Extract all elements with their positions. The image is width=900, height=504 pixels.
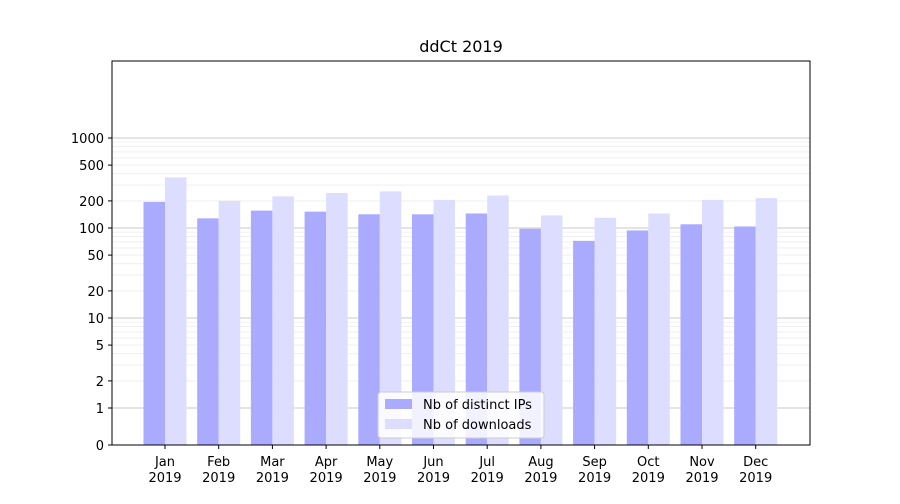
y-tick-label: 5 <box>96 339 104 354</box>
bar-downloads <box>218 200 241 445</box>
x-tick-label: 2019 <box>310 471 343 486</box>
y-tick-label: 20 <box>87 285 104 300</box>
bar-downloads <box>755 198 778 445</box>
bar-downloads <box>540 215 563 445</box>
x-tick-label: Dec <box>743 455 768 470</box>
y-tick-label: 500 <box>79 159 104 174</box>
bar-distinct-ips <box>143 201 165 445</box>
x-tick-label: Nov <box>689 455 715 470</box>
legend-swatch <box>385 399 412 409</box>
x-tick-label: 2019 <box>363 471 396 486</box>
x-tick-label: 2019 <box>632 471 665 486</box>
bar-distinct-ips <box>304 211 327 445</box>
x-tick-label: 2019 <box>685 471 718 486</box>
x-tick-label: 2019 <box>739 471 772 486</box>
x-tick-label: 2019 <box>202 471 235 486</box>
bar-distinct-ips <box>197 218 219 445</box>
legend: Nb of distinct IPs Nb of downloads <box>377 391 545 439</box>
x-axis: Jan2019Feb2019Mar2019Apr2019May2019Jun20… <box>148 445 772 486</box>
x-tick-label: 2019 <box>148 471 181 486</box>
bar-distinct-ips <box>358 214 380 445</box>
bar-downloads <box>379 191 402 445</box>
y-tick-label: 200 <box>79 195 104 210</box>
legend-label: Nb of downloads <box>423 418 532 433</box>
x-tick-label: Jun <box>422 455 443 470</box>
y-tick-label: 2 <box>96 375 104 390</box>
y-tick-label: 100 <box>79 222 104 237</box>
y-tick-label: 10 <box>87 312 104 327</box>
x-tick-label: Sep <box>582 455 607 470</box>
bar-downloads <box>326 192 348 445</box>
bar-downloads <box>702 199 724 445</box>
y-tick-label: 1000 <box>71 132 104 147</box>
x-tick-label: 2019 <box>256 471 289 486</box>
x-tick-label: 2019 <box>524 471 557 486</box>
bar-distinct-ips <box>519 228 541 445</box>
x-tick-label: 2019 <box>417 471 450 486</box>
bar-downloads <box>165 177 187 445</box>
bar-distinct-ips <box>412 214 434 445</box>
bars-layer <box>143 177 778 445</box>
legend-swatch <box>385 419 412 429</box>
bar-downloads <box>648 213 670 445</box>
bar-distinct-ips <box>626 230 649 445</box>
bar-distinct-ips <box>465 213 488 445</box>
bar-downloads <box>433 199 455 445</box>
y-tick-label: 0 <box>96 439 104 454</box>
x-tick-label: Jan <box>154 455 175 470</box>
y-axis: 0 1 2 5 10 20 50 100 200 500 1000 <box>71 132 112 454</box>
bar-distinct-ips <box>250 210 273 445</box>
legend-box <box>377 391 545 439</box>
bar-downloads <box>272 196 294 445</box>
y-tick-label: 50 <box>87 249 104 264</box>
x-tick-label: Mar <box>260 455 285 470</box>
bar-distinct-ips <box>680 224 702 445</box>
x-tick-label: Jul <box>478 455 495 470</box>
bar-downloads <box>594 217 617 445</box>
x-tick-label: Aug <box>528 455 553 470</box>
x-tick-label: Apr <box>315 455 338 470</box>
chart-title: ddCt 2019 <box>419 37 503 56</box>
bar-distinct-ips <box>734 226 756 445</box>
x-tick-label: Feb <box>207 455 230 470</box>
y-tick-label: 1 <box>96 402 104 417</box>
x-tick-label: 2019 <box>578 471 611 486</box>
x-tick-label: May <box>366 455 393 470</box>
bar-downloads <box>487 195 509 445</box>
x-tick-label: Oct <box>637 455 659 470</box>
bar-distinct-ips <box>573 240 595 445</box>
legend-label: Nb of distinct IPs <box>423 398 532 413</box>
plot-frame <box>111 60 811 446</box>
x-tick-label: 2019 <box>471 471 504 486</box>
